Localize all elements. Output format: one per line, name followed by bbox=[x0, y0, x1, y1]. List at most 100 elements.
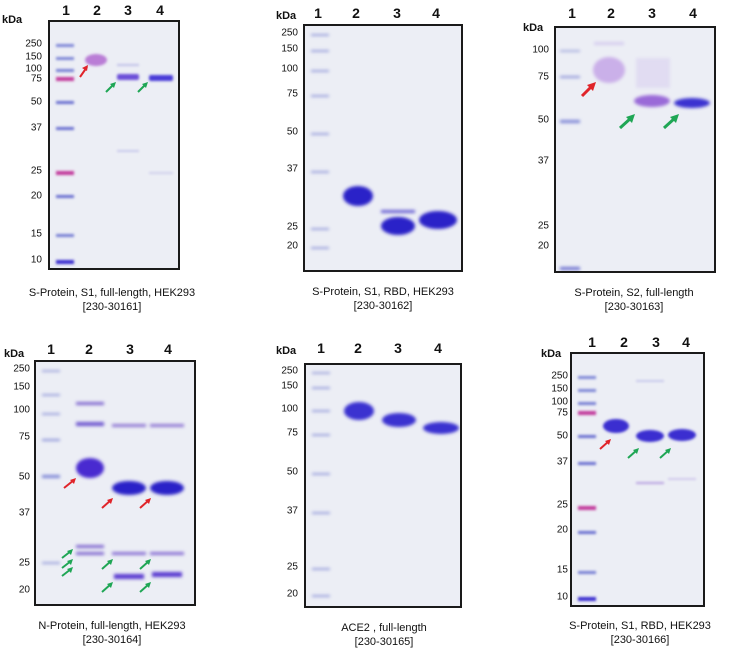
caption-catalog-number: [230-30161] bbox=[82, 301, 142, 313]
mw-marker-label: 50 bbox=[18, 471, 30, 483]
lane-number: 2 bbox=[85, 341, 93, 357]
mw-marker-label: 150 bbox=[25, 51, 42, 63]
kda-label: kDa bbox=[523, 22, 544, 34]
kda-label: kDa bbox=[541, 348, 562, 360]
mw-marker-label: 75 bbox=[537, 71, 549, 83]
lane-number: 1 bbox=[588, 334, 596, 350]
mw-marker-label: 20 bbox=[30, 190, 42, 202]
caption-title: S-Protein, S1, full-length, HEK293 bbox=[28, 287, 196, 299]
gel-bands bbox=[56, 44, 173, 264]
mw-marker-label: 100 bbox=[13, 404, 30, 416]
caption-catalog-number: [230-30163] bbox=[604, 301, 664, 313]
gel-bands bbox=[312, 372, 459, 597]
gel-bands bbox=[578, 376, 696, 601]
caption-catalog-number: [230-30165] bbox=[354, 636, 414, 648]
mw-marker-label: 250 bbox=[13, 363, 30, 375]
mw-marker-label: 37 bbox=[30, 122, 42, 134]
caption-catalog-number: [230-30164] bbox=[82, 634, 142, 646]
mw-marker-label: 250 bbox=[551, 370, 568, 382]
lane-number: 3 bbox=[393, 5, 401, 21]
gel-image bbox=[48, 20, 180, 270]
caption-title: ACE2 , full-length bbox=[341, 622, 427, 634]
mw-marker-label: 37 bbox=[537, 155, 549, 167]
gel-image bbox=[303, 24, 463, 272]
lane-number: 3 bbox=[124, 2, 132, 18]
lane-number: 2 bbox=[354, 340, 362, 356]
caption-title: S-Protein, S2, full-length bbox=[574, 287, 694, 299]
mw-marker-label: 75 bbox=[286, 427, 298, 439]
mw-marker-label: 20 bbox=[286, 588, 298, 600]
caption-title: N-Protein, full-length, HEK293 bbox=[38, 620, 186, 632]
mw-marker-label: 150 bbox=[551, 383, 568, 395]
gel-image bbox=[34, 360, 196, 606]
mw-marker-label: 100 bbox=[551, 396, 568, 408]
lane-number: 1 bbox=[568, 5, 576, 21]
lane-number: 2 bbox=[352, 5, 360, 21]
mw-marker-label: 100 bbox=[532, 44, 549, 56]
mw-marker-label: 10 bbox=[30, 254, 42, 266]
mw-marker-label: 250 bbox=[25, 38, 42, 50]
lane-number: 3 bbox=[648, 5, 656, 21]
lane-number: 2 bbox=[620, 334, 628, 350]
gel-image bbox=[570, 352, 705, 607]
mw-marker-label: 37 bbox=[556, 456, 568, 468]
mw-marker-label: 250 bbox=[281, 365, 298, 377]
mw-marker-label: 25 bbox=[18, 557, 30, 569]
lane-number: 1 bbox=[314, 5, 322, 21]
lane-number: 3 bbox=[126, 341, 134, 357]
annotation-arrows bbox=[61, 478, 151, 593]
mw-marker-label: 250 bbox=[281, 27, 298, 39]
mw-marker-label: 15 bbox=[30, 228, 42, 240]
mw-marker-label: 50 bbox=[286, 466, 298, 478]
mw-marker-label: 25 bbox=[286, 561, 298, 573]
caption-catalog-number: [230-30166] bbox=[610, 634, 670, 646]
caption-title: S-Protein, S1, RBD, HEK293 bbox=[569, 620, 711, 632]
mw-marker-label: 150 bbox=[281, 43, 298, 55]
mw-marker-label: 75 bbox=[556, 407, 568, 419]
mw-marker-label: 75 bbox=[286, 88, 298, 100]
mw-marker-label: 50 bbox=[30, 96, 42, 108]
kda-label: kDa bbox=[276, 10, 297, 22]
figure-caption: S-Protein, S2, full-length [230-30163] bbox=[514, 286, 748, 314]
lane-number: 2 bbox=[607, 5, 615, 21]
mw-marker-label: 15 bbox=[556, 564, 568, 576]
lane-number: 4 bbox=[432, 5, 440, 21]
lane-number: 4 bbox=[156, 2, 164, 18]
lane-number: 4 bbox=[682, 334, 690, 350]
annotation-arrows bbox=[599, 439, 671, 459]
mw-marker-label: 25 bbox=[30, 165, 42, 177]
figure-caption: N-Protein, full-length, HEK293 [230-3016… bbox=[0, 619, 232, 647]
mw-marker-label: 75 bbox=[18, 431, 30, 443]
figure-caption: S-Protein, S1, RBD, HEK293 [230-30166] bbox=[520, 619, 748, 647]
mw-marker-label: 10 bbox=[556, 591, 568, 603]
mw-marker-label: 37 bbox=[18, 507, 30, 519]
mw-marker-label: 20 bbox=[537, 240, 549, 252]
mw-marker-label: 50 bbox=[556, 430, 568, 442]
figure-caption: S-Protein, S1, RBD, HEK293 [230-30162] bbox=[263, 285, 503, 313]
lane-number: 2 bbox=[93, 2, 101, 18]
lane-number: 4 bbox=[689, 5, 697, 21]
kda-label: kDa bbox=[4, 348, 25, 360]
mw-marker-label: 75 bbox=[30, 73, 42, 85]
mw-marker-label: 100 bbox=[281, 403, 298, 415]
caption-catalog-number: [230-30162] bbox=[353, 300, 413, 312]
gel-image bbox=[304, 363, 462, 608]
mw-marker-label: 50 bbox=[286, 126, 298, 138]
lane-number: 4 bbox=[434, 340, 442, 356]
mw-marker-label: 100 bbox=[281, 63, 298, 75]
lane-number: 1 bbox=[62, 2, 70, 18]
gel-image bbox=[554, 26, 716, 273]
gel-bands bbox=[42, 370, 184, 579]
mw-marker-label: 20 bbox=[18, 584, 30, 596]
lane-number: 3 bbox=[652, 334, 660, 350]
mw-marker-label: 50 bbox=[537, 114, 549, 126]
mw-marker-label: 100 bbox=[25, 63, 42, 75]
gel-bands bbox=[560, 42, 710, 270]
kda-label: kDa bbox=[276, 345, 297, 357]
annotation-arrows bbox=[580, 82, 679, 130]
caption-title: S-Protein, S1, RBD, HEK293 bbox=[312, 286, 454, 298]
figure-caption: ACE2 , full-length [230-30165] bbox=[264, 621, 504, 649]
mw-marker-label: 25 bbox=[537, 220, 549, 232]
figure-caption: S-Protein, S1, full-length, HEK293 [230-… bbox=[0, 286, 232, 314]
gel-bands bbox=[311, 34, 457, 249]
